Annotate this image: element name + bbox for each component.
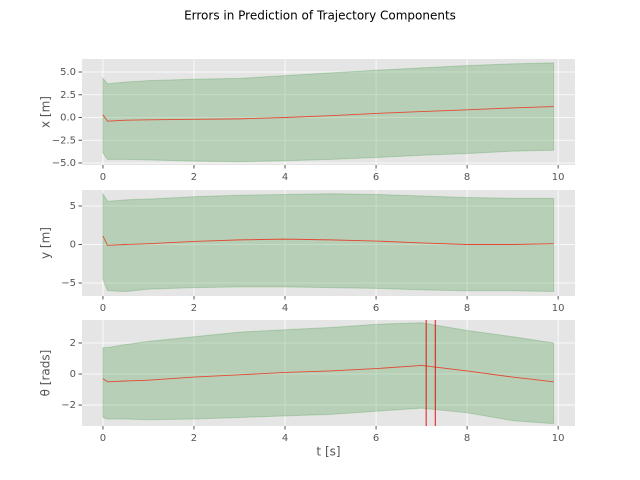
x-tick-label: 4 [282, 433, 288, 444]
x-tick-label: 6 [373, 172, 379, 183]
x-tick-label: 2 [191, 172, 197, 183]
x-tick-label: 8 [464, 172, 470, 183]
x-tick-label: 0 [100, 303, 106, 314]
plot-area [82, 59, 575, 165]
error-band [102, 322, 555, 425]
y-tick-label: −2 [61, 400, 76, 411]
x-tick-label: 8 [464, 303, 470, 314]
mean-line [102, 365, 554, 383]
x-tick-label: 4 [282, 172, 288, 183]
y-tick-label: 0 [70, 369, 76, 380]
mean-line [102, 106, 554, 122]
y-tick-label: −5 [61, 278, 76, 289]
x-tick-label: 10 [552, 433, 565, 444]
y-tick-label: 5 [70, 201, 76, 212]
error-band [102, 62, 555, 163]
y-tick-label: −5.0 [52, 158, 76, 169]
x-tick-label: 8 [464, 433, 470, 444]
error-band [102, 191, 555, 292]
x-tick-label: 10 [552, 303, 565, 314]
y-axis-label: θ [rads] [39, 350, 53, 397]
y-tick-label: −2.5 [52, 135, 76, 146]
x-tick-label: 0 [100, 433, 106, 444]
plot-area [82, 320, 575, 426]
x-tick-label: 6 [373, 303, 379, 314]
x-tick-label: 10 [552, 172, 565, 183]
figure-title: Errors in Prediction of Trajectory Compo… [184, 9, 456, 23]
y-tick-label: 0.0 [60, 113, 76, 124]
x-tick-label: 2 [191, 433, 197, 444]
y-tick-label: 5.0 [60, 67, 76, 78]
y-tick-label: 2.5 [60, 90, 76, 101]
mean-line [102, 235, 554, 246]
x-tick-label: 6 [373, 433, 379, 444]
x-tick-label: 0 [100, 172, 106, 183]
x-tick-label: 4 [282, 303, 288, 314]
y-tick-label: 2 [70, 338, 76, 349]
x-axis-label: t [s] [316, 445, 340, 459]
x-tick-label: 2 [191, 303, 197, 314]
y-tick-label: 0 [70, 240, 76, 251]
y-axis-label: y [m] [39, 227, 53, 259]
y-axis-label: x [m] [39, 96, 53, 128]
